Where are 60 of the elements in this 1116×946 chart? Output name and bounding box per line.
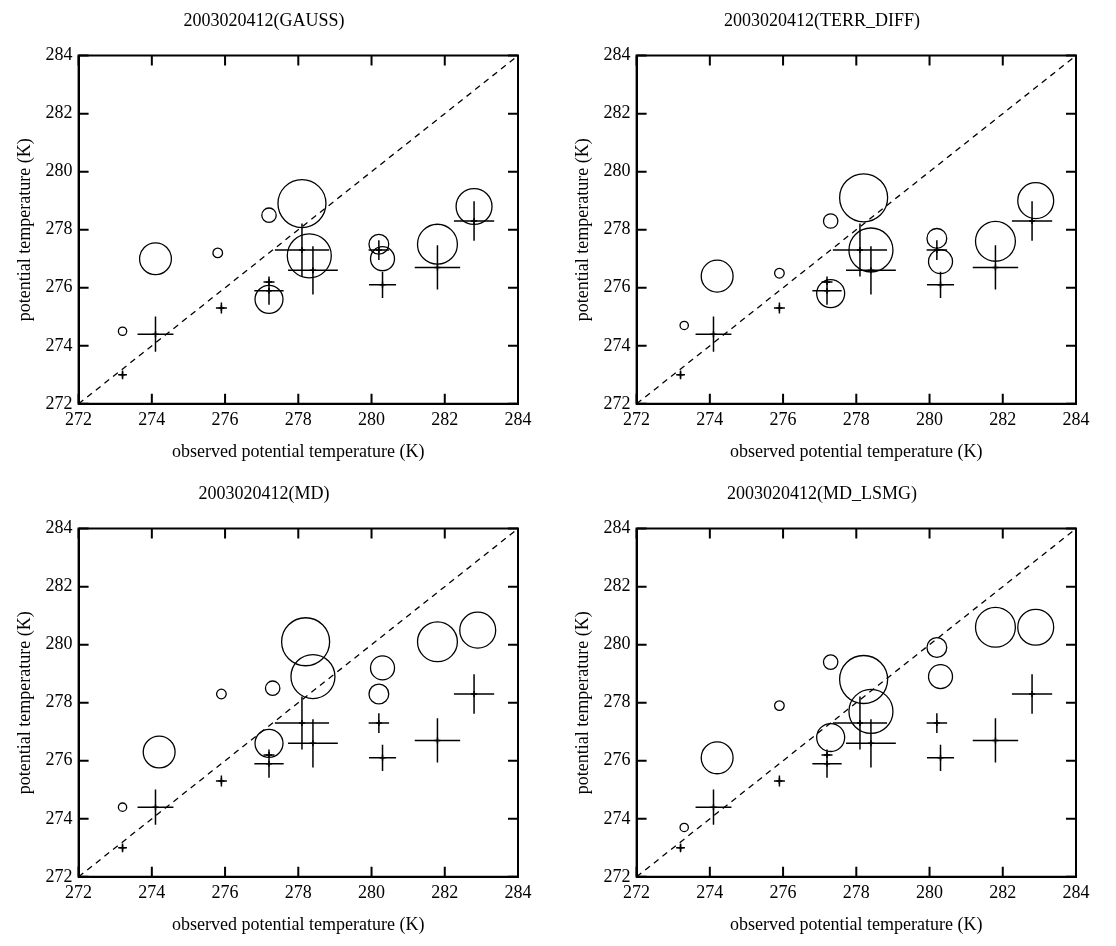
x-tick-label: 282 bbox=[431, 409, 459, 430]
x-tick-label: 280 bbox=[358, 882, 386, 903]
y-tick-label: 276 bbox=[603, 276, 631, 297]
y-tick-label: 274 bbox=[603, 807, 631, 828]
y-axis-title: potential temperature (K) bbox=[571, 138, 593, 322]
x-tick-label: 280 bbox=[358, 409, 386, 430]
x-tick-label: 276 bbox=[211, 409, 239, 430]
y-tick-label: 274 bbox=[45, 334, 73, 355]
x-axis-title: observed potential temperature (K) bbox=[172, 440, 425, 462]
x-tick-label: 282 bbox=[431, 882, 459, 903]
x-tick-label: 274 bbox=[696, 882, 724, 903]
x-tick-label: 284 bbox=[1062, 409, 1090, 430]
x-tick-label: 284 bbox=[1062, 882, 1090, 903]
chart-title: 2003020412(MD) bbox=[198, 482, 330, 504]
x-tick-label: 274 bbox=[138, 409, 166, 430]
y-tick-label: 284 bbox=[45, 44, 73, 65]
y-tick-label: 276 bbox=[603, 749, 631, 770]
y-tick-label: 274 bbox=[603, 334, 631, 355]
y-tick-label: 284 bbox=[603, 44, 631, 65]
y-tick-label: 282 bbox=[603, 575, 631, 596]
y-tick-label: 282 bbox=[45, 102, 73, 123]
y-tick-label: 278 bbox=[603, 691, 631, 712]
x-tick-label: 280 bbox=[916, 882, 944, 903]
chart-title: 2003020412(TERR_DIFF) bbox=[723, 9, 921, 31]
y-tick-label: 280 bbox=[45, 160, 73, 181]
x-tick-label: 276 bbox=[211, 882, 239, 903]
y-axis-title: potential temperature (K) bbox=[13, 611, 35, 795]
y-tick-label: 278 bbox=[45, 218, 73, 239]
chart-title: 2003020412(GAUSS) bbox=[183, 9, 345, 31]
x-tick-label: 274 bbox=[138, 882, 166, 903]
y-tick-label: 280 bbox=[45, 633, 73, 654]
chart-title: 2003020412(MD_LSMG) bbox=[726, 482, 918, 504]
x-tick-label: 282 bbox=[989, 882, 1017, 903]
x-tick-label: 274 bbox=[696, 409, 724, 430]
x-tick-label: 278 bbox=[842, 409, 870, 430]
y-tick-label: 274 bbox=[45, 807, 73, 828]
x-axis-title: observed potential temperature (K) bbox=[172, 913, 425, 935]
y-tick-label: 284 bbox=[45, 517, 73, 538]
x-tick-label: 278 bbox=[284, 409, 312, 430]
x-tick-label: 284 bbox=[504, 409, 532, 430]
x-axis-title: observed potential temperature (K) bbox=[730, 913, 983, 935]
y-tick-label: 276 bbox=[45, 749, 73, 770]
y-tick-label: 282 bbox=[603, 102, 631, 123]
y-tick-label: 280 bbox=[603, 633, 631, 654]
x-tick-label: 278 bbox=[842, 882, 870, 903]
x-tick-label: 278 bbox=[284, 882, 312, 903]
y-tick-label: 276 bbox=[45, 276, 73, 297]
y-tick-label: 278 bbox=[45, 691, 73, 712]
x-tick-label: 276 bbox=[769, 882, 797, 903]
x-tick-label: 280 bbox=[916, 409, 944, 430]
y-tick-label: 280 bbox=[603, 160, 631, 181]
y-tick-label: 282 bbox=[45, 575, 73, 596]
x-tick-label: 282 bbox=[989, 409, 1017, 430]
y-axis-title: potential temperature (K) bbox=[13, 138, 35, 322]
x-tick-label: 276 bbox=[769, 409, 797, 430]
y-tick-label: 284 bbox=[603, 517, 631, 538]
y-axis-title: potential temperature (K) bbox=[571, 611, 593, 795]
x-tick-label: 284 bbox=[504, 882, 532, 903]
x-axis-title: observed potential temperature (K) bbox=[730, 440, 983, 462]
y-tick-label: 278 bbox=[603, 218, 631, 239]
